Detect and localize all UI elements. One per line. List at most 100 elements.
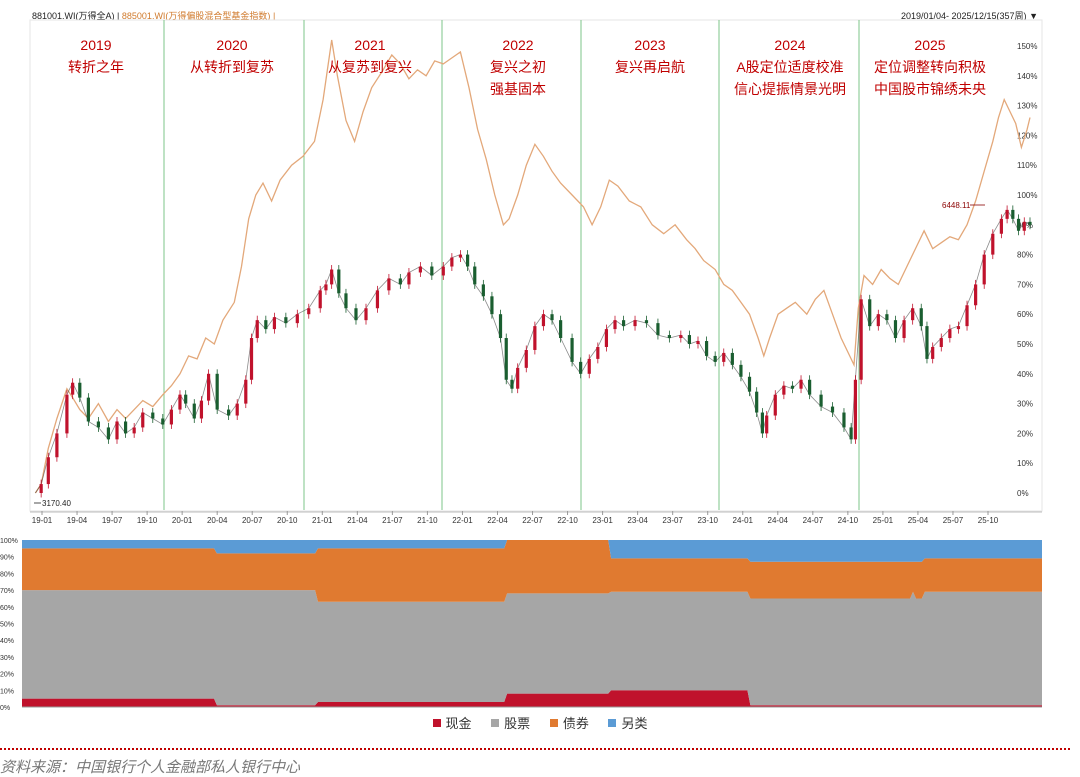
candle-body <box>853 379 858 440</box>
x-tick-label: 19-01 <box>32 516 53 525</box>
candle-body <box>747 376 752 392</box>
candle-body <box>115 421 119 440</box>
candle-body <box>441 266 445 276</box>
candle-body <box>559 320 563 339</box>
candle-body <box>765 415 769 434</box>
candle-body <box>587 358 591 374</box>
era-caption: 强基固本 <box>490 81 546 97</box>
x-tick-label: 25-10 <box>978 516 999 525</box>
candle-body <box>730 352 734 365</box>
era-caption: 转折之年 <box>68 59 124 75</box>
candle-body <box>604 329 609 347</box>
candle-body <box>849 427 853 440</box>
candle-body <box>466 254 470 267</box>
candle-body <box>387 278 391 291</box>
candle-body <box>71 382 75 395</box>
candle-body <box>418 266 422 273</box>
x-tick-label: 22-01 <box>452 516 473 525</box>
y-tick-label: 120% <box>1017 131 1037 140</box>
candle-body <box>931 346 935 359</box>
candle-body <box>687 335 692 344</box>
candle-body <box>596 346 600 359</box>
x-tick-label: 19-07 <box>102 516 123 525</box>
candle-body <box>458 254 463 258</box>
area-y-tick-label: 0% <box>0 705 10 712</box>
date-range-selector[interactable]: 2019/01/04- 2025/12/15(357周) ▼ <box>901 9 1038 22</box>
candle-body <box>324 284 328 291</box>
candle-body <box>739 364 743 377</box>
candle-body <box>999 218 1003 234</box>
candle-body <box>516 367 520 389</box>
candle-body <box>272 317 277 330</box>
candle-body <box>876 314 880 327</box>
candle-body <box>39 484 43 493</box>
x-tick-label: 25-01 <box>873 516 894 525</box>
candle-body <box>450 257 454 267</box>
area-alternatives <box>22 540 1042 562</box>
candle-body <box>235 403 239 416</box>
candle-body <box>227 409 231 416</box>
candle-body <box>307 308 311 315</box>
code-separator: | <box>117 11 120 21</box>
candle-body <box>948 329 952 339</box>
candle-body <box>991 233 995 255</box>
chevron-down-icon: ▼ <box>1029 11 1038 21</box>
candle-body <box>318 290 322 309</box>
candle-body <box>473 266 477 285</box>
candle-body <box>656 323 660 336</box>
candle-body <box>696 341 700 344</box>
candle-body <box>621 320 626 327</box>
x-tick-label: 23-01 <box>592 516 613 525</box>
chart-header-codes: 881001.WI(万得全A) | 885001.WI(万得偏股混合型基金指数)… <box>32 9 275 22</box>
x-tick-label: 24-01 <box>733 516 754 525</box>
candle-body <box>96 421 100 428</box>
x-tick-label: 21-07 <box>382 516 403 525</box>
era-year: 2019 <box>80 37 112 53</box>
candle-body <box>644 320 649 324</box>
candle-body <box>799 379 803 389</box>
candle-body <box>106 427 111 440</box>
candle-body <box>504 338 508 380</box>
high-label: 6448.11 <box>942 201 971 210</box>
line-plot-frame <box>29 19 1043 512</box>
x-tick-label: 23-07 <box>662 516 683 525</box>
candle-body <box>982 254 986 285</box>
candle-body <box>178 394 182 410</box>
y-tick-label: 40% <box>1017 370 1033 379</box>
candle-body <box>407 272 411 285</box>
x-tick-label: 21-04 <box>347 516 368 525</box>
y-tick-label: 20% <box>1017 429 1033 438</box>
candle-body <box>667 335 671 339</box>
candle-body <box>498 314 503 339</box>
candle-body <box>199 400 204 419</box>
x-tick-label: 24-10 <box>838 516 859 525</box>
candle-body <box>184 394 188 404</box>
candle-body <box>295 314 299 324</box>
code-fund-index: 885001.WI(万得偏股混合型基金指数) <box>121 11 271 21</box>
legend-label-alternatives: 另类 <box>621 716 648 731</box>
candle-body <box>244 379 248 404</box>
candle-body <box>830 406 835 413</box>
candle-body <box>633 320 637 327</box>
candle-body <box>86 397 90 422</box>
candle-body <box>337 269 341 294</box>
candle-body <box>974 284 978 306</box>
series-line-wind-all-a <box>35 209 1031 494</box>
candle-body <box>55 433 59 458</box>
x-tick-label: 21-10 <box>417 516 438 525</box>
x-tick-label: 19-04 <box>67 516 88 525</box>
code-wind-all-a: 881001.WI(万得全A) <box>32 11 115 21</box>
candle-body <box>215 373 219 410</box>
code-suffix: | <box>272 11 276 21</box>
legend-item-alternatives: 另类 <box>608 713 647 732</box>
candle-body <box>284 317 288 324</box>
y-tick-label: 80% <box>1017 251 1033 260</box>
candle-body <box>169 409 173 425</box>
allocation-legend: 现金 股票 债券 另类 <box>0 713 1080 732</box>
candle-body <box>859 299 863 380</box>
y-tick-label: 60% <box>1017 310 1033 319</box>
y-tick-label: 110% <box>1017 161 1037 170</box>
y-tick-label: 150% <box>1017 42 1037 51</box>
era-label-2025: 2025 定位调整转向积极 中国股市锦绣未央 <box>860 34 1000 100</box>
x-tick-label: 19-10 <box>137 516 158 525</box>
